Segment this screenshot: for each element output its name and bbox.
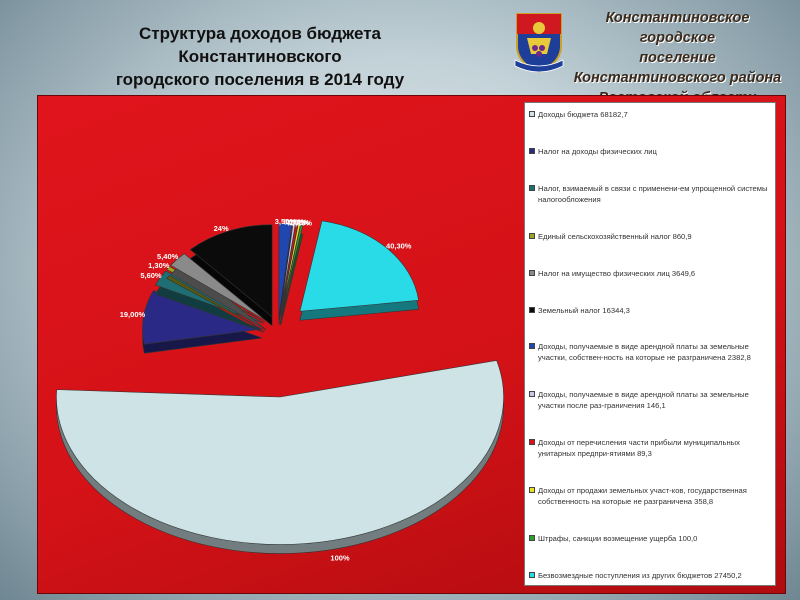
slide-title-line: городского поселения в 2014 году [115, 70, 405, 89]
chart-panel: 19,00% 5,60% 1,30% 5,40% 24% 3,50% 0,20% 0,10% 0… [37, 95, 786, 594]
pie-slice [170, 253, 267, 330]
legend-label: Доходы, получаемые в виде арендной платы… [538, 342, 751, 363]
legend-label: Налог на доходы физических лиц [538, 146, 657, 156]
legend-swatch [529, 391, 535, 398]
slice-label: 100% [330, 554, 350, 563]
legend-label: Налог, взимаемый в связи с применени-ем … [538, 183, 768, 204]
legend-swatch [529, 535, 535, 542]
legend-swatch [529, 343, 535, 350]
legend-swatch [529, 147, 535, 154]
slide-title-line: Структура доходов бюджета [139, 24, 381, 43]
legend-label: Доходы от перечисления части прибыли мун… [538, 438, 740, 459]
slice-label: 3,50% [275, 217, 297, 226]
slide-title-line: Константиновского [178, 47, 342, 66]
legend-swatch [529, 306, 535, 313]
legend-item: Налог, взимаемый в связи с применени-ем … [529, 183, 771, 205]
pie-chart: 19,00% 5,60%1,30%5,40% 24% 3,50%0,20%0,10%0… [56, 217, 504, 563]
legend-item: Земельный налог 16344,3 [529, 305, 771, 316]
legend-label: Доходы бюджета 68182,7 [538, 110, 628, 119]
slice-label: 1,30% [148, 261, 170, 270]
legend-item: Безвозмездные поступления из других бюдж… [529, 570, 771, 581]
pie-slice [142, 290, 263, 354]
organization-line: Константиновского района [573, 70, 782, 86]
pie-slice [299, 220, 419, 321]
pie-slice [189, 224, 273, 327]
legend-label: Доходы от продажи земельных участ-ков, г… [538, 486, 747, 507]
coat-of-arms-icon [514, 13, 564, 74]
slice-label: 0,20% [283, 217, 305, 226]
legend-label: Налог на имущество физических лиц 3649,6 [538, 268, 696, 278]
legend-item: Налог на имущество физических лиц 3649,6 [529, 268, 771, 279]
legend-swatch [529, 487, 535, 494]
slice-label: 19,00% [120, 310, 146, 319]
legend-label: Штрафы, санкции возмещение ущерба 100,0 [538, 534, 698, 544]
organization-line: поселение [639, 50, 716, 66]
legend-label: Безвозмездные поступления из других бюдж… [538, 570, 742, 580]
legend-item: Штрафы, санкции возмещение ущерба 100,0 [529, 533, 771, 544]
slice-label: 5,40% [157, 252, 179, 261]
slide-title: Структура доходов бюджета Константиновск… [60, 22, 460, 91]
pie-slice [56, 360, 504, 554]
slice-label: 0,10% [291, 218, 313, 227]
legend-swatch [529, 439, 535, 446]
legend-swatch [529, 111, 535, 117]
organization-name: Константиновское городское поселение Кон… [570, 8, 785, 108]
legend-label: Единый сельскохозяйственный налог 860,9 [538, 231, 692, 241]
legend-label: Доходы, получаемые в виде арендной платы… [538, 390, 749, 411]
legend-swatch [529, 232, 535, 239]
legend-item: Доходы от перечисления части прибыли мун… [529, 437, 771, 459]
legend-item: Доходы, получаемые в виде арендной платы… [529, 389, 771, 411]
legend-swatch [529, 571, 535, 578]
pie-slice [280, 224, 304, 325]
legend-item: Доходы от продажи земельных участ-ков, г… [529, 485, 771, 507]
slice-label: 0,50% [288, 218, 310, 227]
chart-legend: Доходы бюджета 68182,7 Налог на доходы ф… [524, 102, 776, 586]
legend-item: Доходы, получаемые в виде арендной платы… [529, 341, 771, 363]
legend-item: Доходы бюджета 68182,7 [529, 109, 771, 120]
legend-item: Единый сельскохозяйственный налог 860,9 [529, 231, 771, 242]
slice-label: 24% [214, 224, 229, 233]
legend-swatch [529, 184, 535, 191]
organization-line: Константиновское городское [605, 10, 750, 46]
legend-item: Налог на доходы физических лиц [529, 146, 771, 157]
legend-swatch [529, 269, 535, 276]
legend-label: Земельный налог 16344,3 [538, 305, 630, 315]
slice-label: 5,60% [140, 271, 162, 280]
slice-label: 0,10% [286, 218, 308, 227]
slice-label: 40,30% [386, 241, 412, 250]
